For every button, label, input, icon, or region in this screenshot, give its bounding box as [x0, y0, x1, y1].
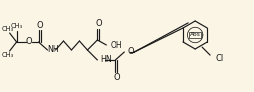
Text: CH₃: CH₃ [10, 23, 23, 29]
Text: CH₃: CH₃ [2, 26, 14, 32]
Text: Cl: Cl [214, 54, 223, 63]
Text: Abs: Abs [189, 32, 200, 38]
Text: O: O [95, 20, 101, 29]
Text: CH₃: CH₃ [2, 52, 14, 58]
Text: O: O [113, 72, 119, 82]
Text: O: O [25, 38, 32, 46]
Text: O: O [36, 22, 43, 31]
Text: OH: OH [110, 40, 121, 49]
Text: NH: NH [47, 46, 59, 54]
Text: O: O [127, 47, 133, 56]
Text: HN: HN [100, 55, 112, 64]
